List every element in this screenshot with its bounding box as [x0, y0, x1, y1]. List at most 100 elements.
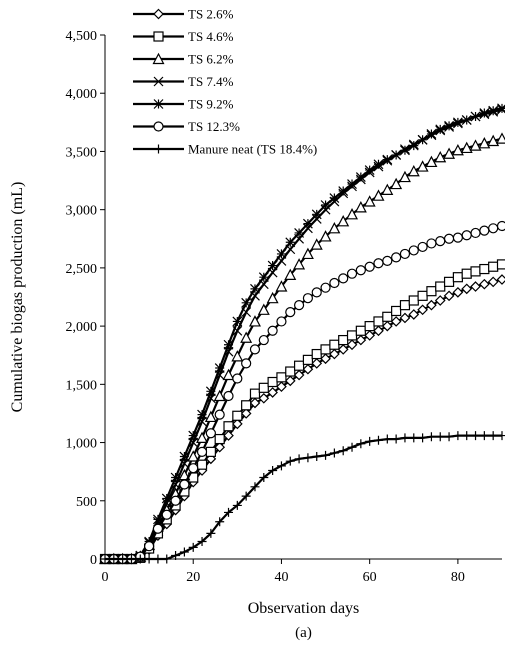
data-point: [496, 132, 505, 144]
data-point: [488, 431, 498, 441]
data-point: [399, 248, 411, 260]
legend-label: TS 9.2%: [188, 97, 234, 112]
data-point: [258, 334, 269, 346]
data-point: [382, 434, 392, 444]
data-point: [135, 554, 145, 564]
data-point: [399, 300, 411, 311]
data-point: [496, 220, 505, 232]
data-point: [109, 554, 119, 564]
data-point: [267, 325, 278, 336]
y-tick-label: 4,500: [66, 29, 98, 44]
data-point: [224, 507, 234, 517]
data-point: [232, 373, 243, 384]
data-point: [267, 376, 278, 388]
data-point: [301, 247, 314, 260]
data-point: [153, 99, 164, 109]
series-6: [99, 220, 505, 565]
data-point: [320, 344, 331, 355]
data-point: [285, 366, 296, 377]
y-tick-label: 1,000: [66, 437, 98, 452]
y-tick-label: 3,000: [66, 204, 98, 219]
data-point: [408, 309, 420, 320]
data-point: [435, 124, 446, 135]
data-point: [179, 451, 190, 462]
data-point: [206, 528, 216, 538]
series-7: [100, 431, 505, 564]
data-point: [215, 517, 225, 527]
data-point: [329, 277, 340, 289]
data-point: [276, 316, 287, 327]
data-point: [311, 209, 322, 220]
data-point: [222, 368, 235, 381]
data-point: [171, 551, 181, 561]
data-point: [479, 278, 490, 290]
series-line: [105, 107, 503, 561]
legend: TS 2.6% TS 4.6% TS 6.2% TS 7.4% TS 9.2% TS 12…: [133, 7, 317, 157]
data-point: [196, 459, 208, 470]
data-point: [100, 554, 110, 564]
data-point: [302, 293, 314, 304]
data-point: [268, 466, 278, 476]
legend-label: TS 2.6%: [188, 7, 234, 22]
data-point: [249, 388, 261, 399]
data-point: [461, 230, 472, 241]
data-point: [152, 523, 164, 534]
data-point: [161, 509, 172, 520]
data-point: [443, 147, 456, 159]
data-point: [381, 320, 393, 332]
data-point: [488, 105, 499, 116]
data-point: [469, 139, 482, 151]
legend-label: TS 12.3%: [188, 119, 240, 134]
data-point: [346, 330, 358, 341]
data-point: [487, 134, 500, 147]
y-tick-label: 500: [76, 495, 97, 510]
data-point: [426, 286, 437, 297]
data-point: [435, 281, 446, 292]
data-point: [293, 360, 305, 371]
data-point: [398, 170, 411, 183]
data-point: [196, 446, 208, 457]
series-line: [105, 434, 502, 561]
data-point: [197, 537, 207, 547]
legend-entry: Manure neat (TS 18.4%): [133, 142, 317, 157]
data-point: [356, 439, 366, 449]
data-point: [320, 282, 331, 293]
data-point: [188, 463, 199, 474]
data-point: [223, 390, 234, 402]
data-point: [153, 514, 163, 525]
data-point: [312, 452, 322, 462]
data-point: [284, 268, 297, 280]
data-point: [338, 446, 348, 456]
data-point: [284, 375, 296, 387]
y-tick-label: 3,500: [66, 145, 98, 160]
data-point: [444, 120, 454, 131]
data-point: [355, 172, 366, 182]
data-point: [285, 456, 295, 466]
data-point: [373, 159, 384, 170]
x-tick-label: 40: [274, 570, 288, 585]
data-point: [354, 201, 367, 213]
data-point: [144, 541, 155, 552]
data-point: [267, 387, 278, 398]
data-point: [214, 363, 225, 373]
data-point: [214, 409, 225, 420]
data-point: [329, 348, 340, 360]
data-point: [162, 554, 172, 564]
data-point: [347, 179, 357, 189]
data-point: [311, 358, 323, 369]
data-point: [408, 245, 419, 256]
y-tick-label: 2,000: [66, 320, 98, 335]
data-point: [496, 259, 505, 270]
data-point: [417, 134, 428, 145]
data-point: [373, 435, 383, 445]
data-point: [355, 334, 367, 346]
data-point: [275, 280, 288, 292]
data-point: [407, 164, 420, 177]
data-point: [391, 434, 401, 444]
legend-entry: TS 6.2%: [133, 52, 234, 67]
data-point: [328, 222, 341, 234]
data-point: [390, 316, 402, 327]
data-point: [488, 261, 499, 272]
data-point: [418, 433, 428, 443]
